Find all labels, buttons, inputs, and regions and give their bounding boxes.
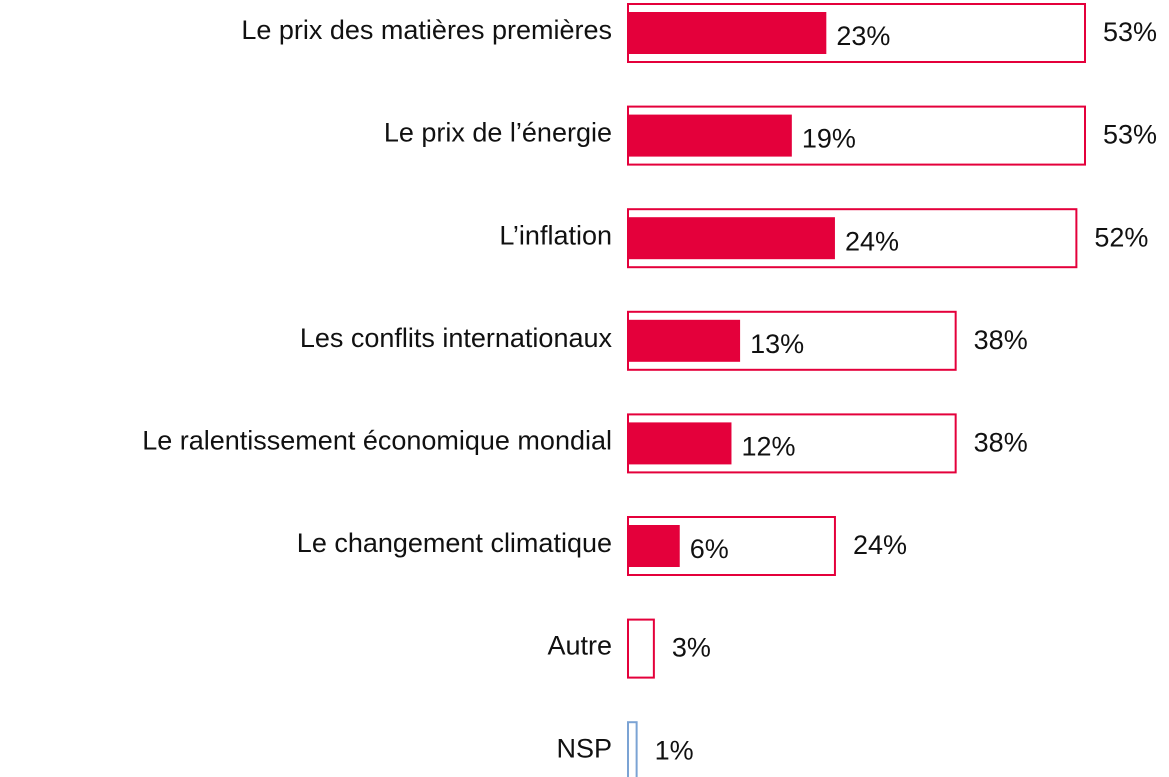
total-bar	[627, 721, 638, 777]
total-bar	[627, 618, 655, 679]
first-choice-label: 12%	[741, 432, 795, 462]
category-label: Le prix des matières premières	[241, 15, 612, 45]
first-choice-bar	[628, 114, 792, 157]
first-choice-label: 13%	[750, 329, 804, 359]
category-label: Les conflits internationaux	[300, 323, 613, 353]
first-choice-label: 23%	[836, 21, 890, 51]
total-label: 38%	[974, 428, 1028, 458]
first-choice-bar	[628, 217, 835, 260]
first-choice-bar	[628, 12, 827, 54]
category-label: NSP	[556, 733, 612, 763]
first-choice-label: 24%	[845, 226, 899, 256]
total-label: 52%	[1094, 222, 1148, 252]
total-label: 3%	[672, 633, 711, 663]
first-choice-label: 6%	[690, 534, 729, 564]
category-label: Autre	[547, 631, 612, 661]
first-choice-bar	[628, 422, 732, 465]
first-choice-bar	[628, 525, 680, 567]
category-label: Le ralentissement économique mondial	[142, 426, 612, 456]
total-label: 1%	[655, 735, 694, 765]
first-choice-bar	[628, 319, 741, 362]
category-label: Le changement climatique	[297, 528, 612, 558]
total-label: 24%	[853, 530, 907, 560]
total-label: 53%	[1103, 120, 1157, 150]
category-label: L’inflation	[499, 220, 612, 250]
first-choice-label: 19%	[802, 124, 856, 154]
category-label: Le prix de l’énergie	[384, 118, 612, 148]
total-label: 38%	[974, 325, 1028, 355]
total-label: 53%	[1103, 17, 1157, 47]
